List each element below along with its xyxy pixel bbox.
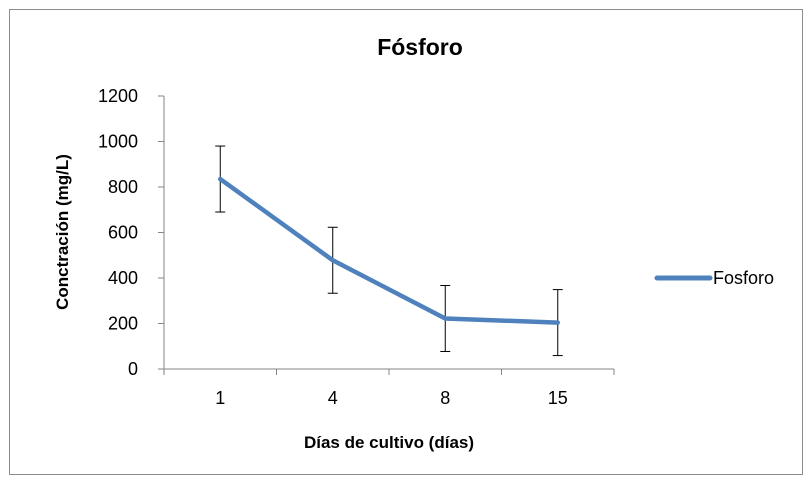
series-line-fosforo <box>218 176 560 325</box>
y-tick-label: 400 <box>108 268 138 288</box>
series-lines <box>218 176 560 325</box>
y-tick-label: 0 <box>128 359 138 379</box>
x-tick-label: 4 <box>328 388 338 408</box>
x-tick-label: 1 <box>215 388 225 408</box>
y-ticks: 0 200 400 600 800 1000 1200 <box>98 86 164 379</box>
y-tick-label: 1000 <box>98 132 138 152</box>
y-tick-label: 600 <box>108 223 138 243</box>
y-tick-label: 1200 <box>98 86 138 106</box>
legend: Fosforo <box>654 268 774 288</box>
y-tick-label: 800 <box>108 177 138 197</box>
x-ticks: 1 4 8 15 <box>163 369 615 408</box>
error-bars <box>215 145 563 357</box>
x-tick-label: 8 <box>440 388 450 408</box>
x-axis-title: Días de cultivo (días) <box>304 433 474 452</box>
x-tick-label: 15 <box>548 388 568 408</box>
legend-label: Fosforo <box>713 268 774 288</box>
y-tick-label: 200 <box>108 314 138 334</box>
chart-title: Fósforo <box>377 34 463 60</box>
chart-frame <box>9 9 803 475</box>
y-axis-title: Conctración (mg/L) <box>53 154 72 310</box>
